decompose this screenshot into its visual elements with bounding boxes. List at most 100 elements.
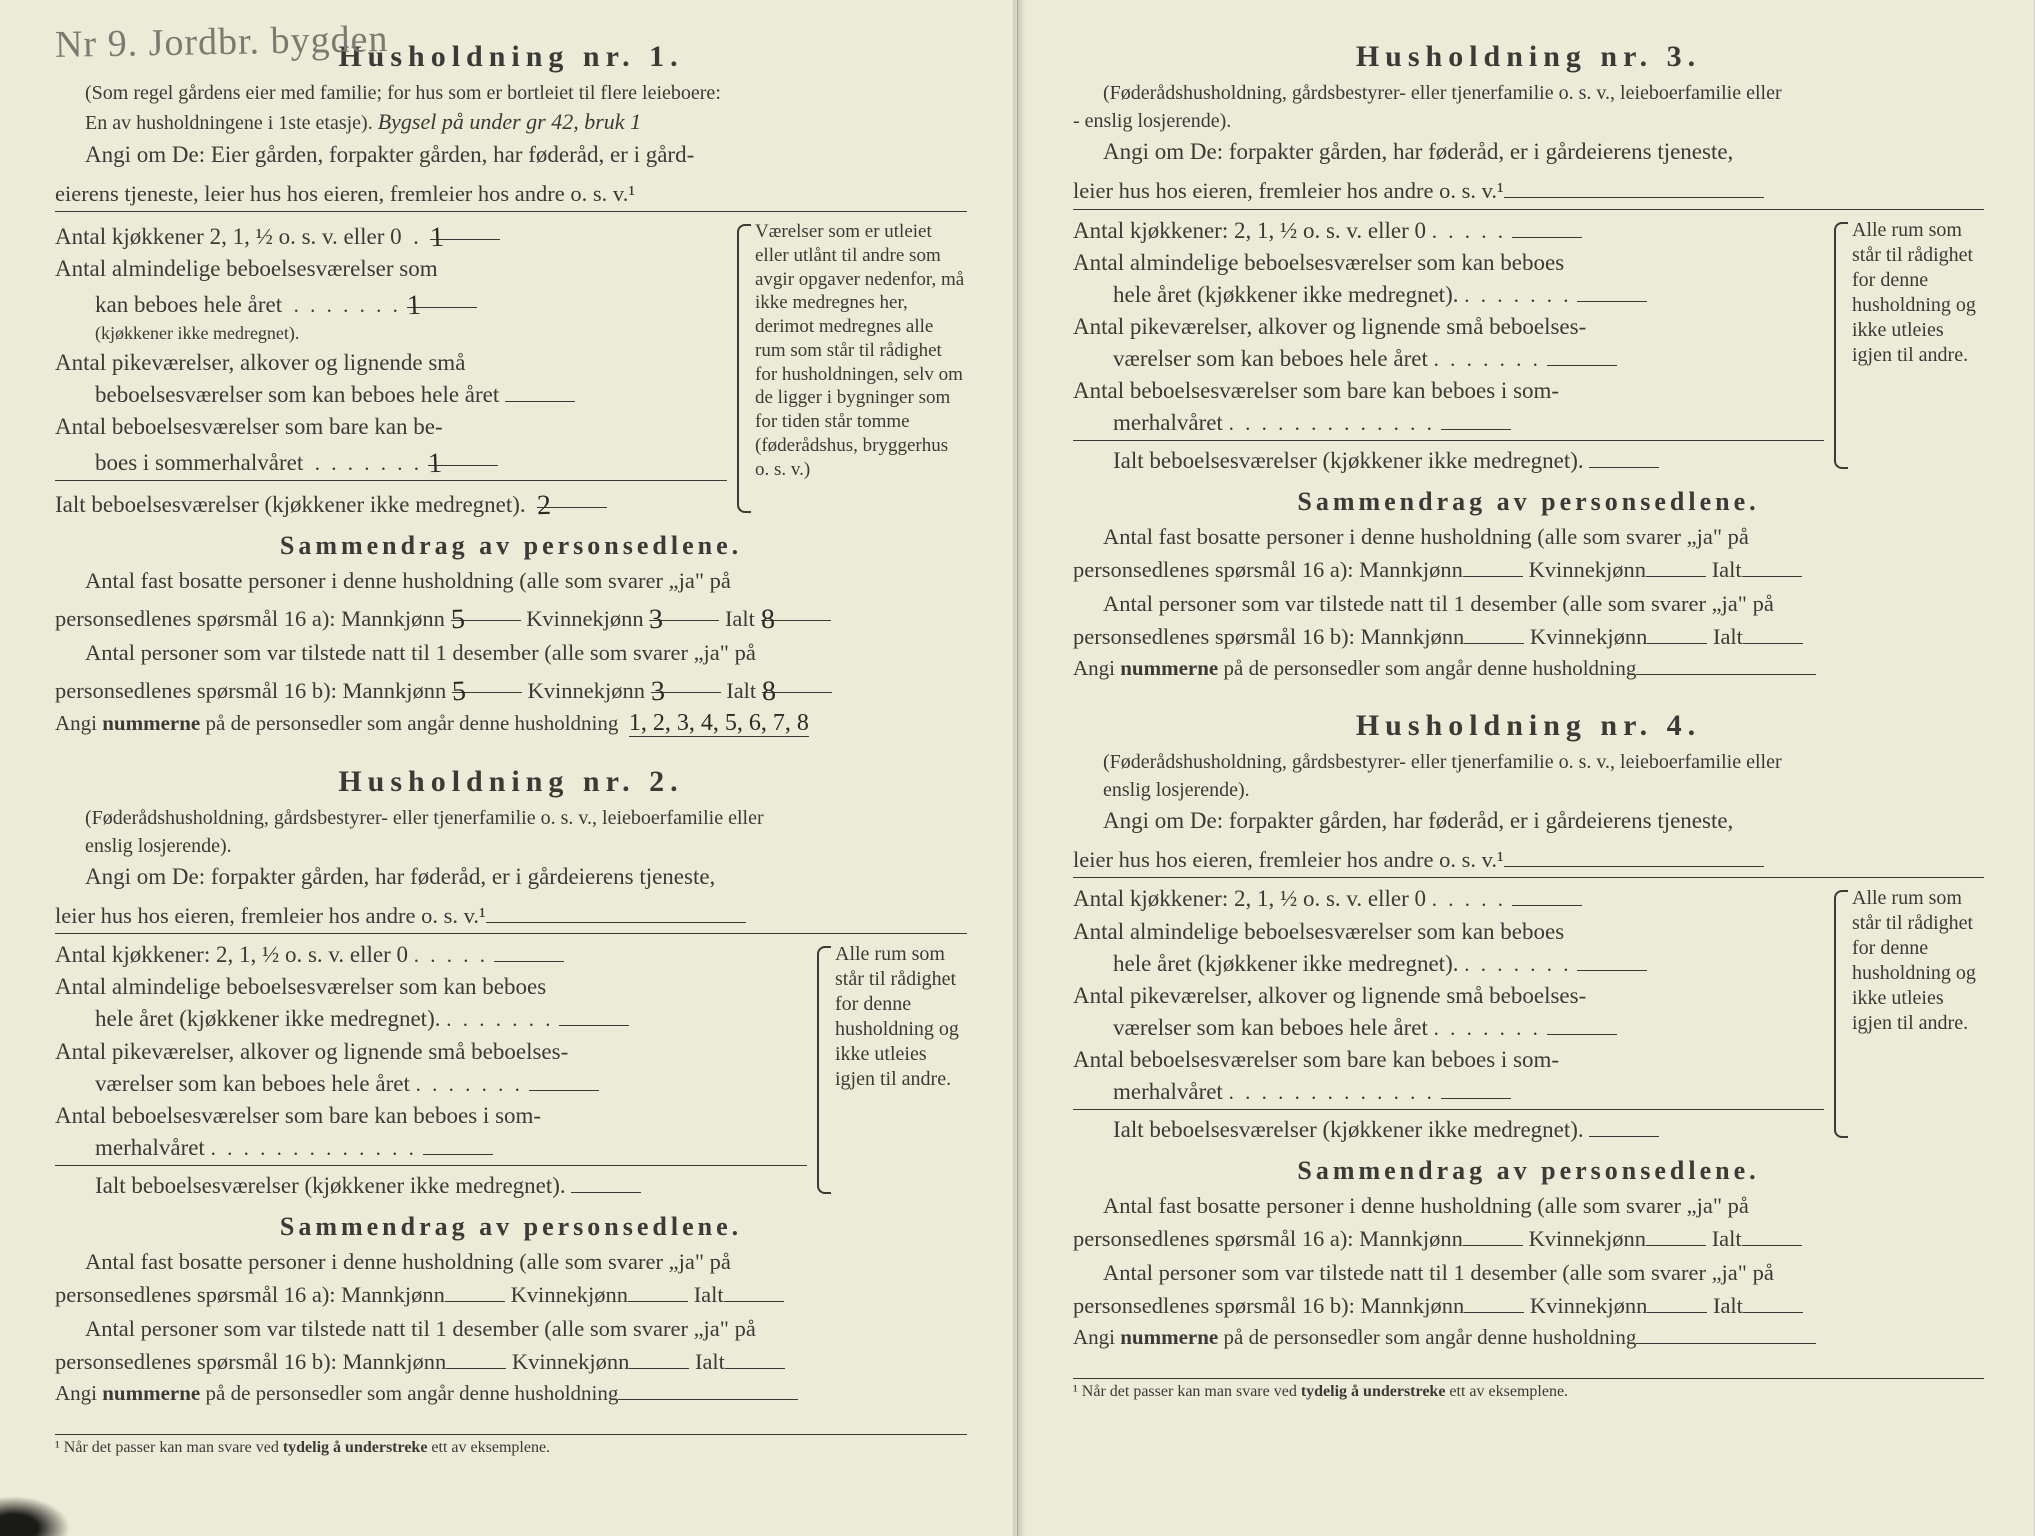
sum-ialt-val: 8	[760, 600, 775, 640]
sum-3-a2: personsedlenes spørsmål 16 a): Mannkjønn…	[1073, 554, 1984, 586]
label: Kvinnekjønn	[1529, 557, 1647, 582]
line-kitchens: Antal kjøkkener 2, 1, ½ o. s. v. eller 0…	[55, 217, 727, 252]
angi-num-1: Angi nummerne på de personsedler som ang…	[55, 710, 967, 737]
angi-num-4: Angi nummerne på de personsedler som ang…	[1073, 1325, 1984, 1350]
sum-b-mann-val: 5	[451, 672, 466, 712]
label: Ialt beboelsesværelser (kjøkkener ikke m…	[1113, 1117, 1584, 1142]
line-total-label: Ialt beboelsesværelser (kjøkkener ikke m…	[55, 492, 526, 517]
household-1: Husholdning nr. 1. (Som regel gårdens ei…	[55, 40, 967, 737]
label: Kvinnekjønn	[1529, 1226, 1647, 1251]
line-4-summer-2: merhalvåret . . . . . . . . . . . . .	[1073, 1076, 1824, 1107]
household-3-fields: Antal kjøkkener: 2, 1, ½ o. s. v. eller …	[1073, 214, 1824, 477]
line-rooms: Antal almindelige beboelsesværelser som	[55, 253, 727, 284]
subtitle-b-text: En av husholdningene i 1ste etasje).	[85, 112, 373, 134]
sidenote-text: Værelser som er utleiet eller utlånt til…	[755, 221, 964, 480]
brace-icon	[1834, 222, 1848, 469]
dots: . . . . . . .	[315, 451, 422, 475]
label: Ialt	[695, 1349, 725, 1374]
subtitle-text: enslig losjerende).	[1085, 110, 1232, 132]
household-2-title: Husholdning nr. 2.	[55, 765, 967, 799]
angi-1a: Angi om De: Eier gården, forpakter gårde…	[55, 139, 967, 170]
label: værelser som kan beboes hele året	[1113, 1015, 1428, 1040]
angi-4b-text: leier hus hos eieren, fremleier hos andr…	[1073, 847, 1504, 872]
label: personsedlenes spørsmål 16 a): Mannkjønn	[1073, 557, 1463, 582]
line-2-pike: Antal pikeværelser, alkover og lignende …	[55, 1036, 807, 1067]
line-pikevaerelser-2-label: beboelsesværelser som kan beboes hele år…	[95, 382, 499, 407]
rule	[55, 211, 967, 212]
line-2-summer-2: merhalvåret . . . . . . . . . . . . .	[55, 1132, 807, 1163]
household-2-body: Antal kjøkkener: 2, 1, ½ o. s. v. eller …	[55, 938, 967, 1201]
rule	[55, 1165, 807, 1166]
summary-title-3: Sammendrag av personsedlene.	[1073, 487, 1984, 517]
sum-b-kvinne-val: 3	[650, 672, 665, 712]
label: hele året (kjøkkener ikke medregnet).	[1113, 282, 1458, 307]
document-spread: Nr 9. Jordbr. bygden Husholdning nr. 1. …	[0, 0, 2035, 1536]
angi-4b: leier hus hos eieren, fremleier hos andr…	[1073, 844, 1984, 876]
dots: . . . . . . .	[446, 1007, 553, 1031]
label: Antal kjøkkener: 2, 1, ½ o. s. v. eller …	[55, 942, 408, 967]
sum-1-b: Antal personer som var tilstede natt til…	[55, 637, 967, 669]
line-3-pike-2: værelser som kan beboes hele året . . . …	[1073, 343, 1824, 374]
household-4-subtitle-a: (Føderådshusholdning, gårdsbestyrer- ell…	[1073, 749, 1984, 775]
summary-title-2: Sammendrag av personsedlene.	[55, 1212, 967, 1242]
brace-icon	[1834, 890, 1848, 1137]
sum-mann-label: personsedlenes spørsmål 16 a): Mannkjønn	[55, 606, 445, 631]
line-3-rooms: Antal almindelige beboelsesværelser som …	[1073, 247, 1824, 278]
dots: . . . . . . . . . . . . .	[211, 1136, 417, 1160]
sum-3-b: Antal personer som var tilstede natt til…	[1073, 588, 1984, 620]
sum-kvinne-label: Kvinnekjønn	[526, 606, 644, 631]
line-4-kitchens: Antal kjøkkener: 2, 1, ½ o. s. v. eller …	[1073, 883, 1824, 914]
line-rooms-2: kan beboes hele året . . . . . . . 1	[55, 285, 727, 320]
sum-kvinne-val: 3	[649, 600, 664, 640]
line-total: Ialt beboelsesværelser (kjøkkener ikke m…	[55, 485, 727, 520]
label: Kvinnekjønn	[512, 1349, 630, 1374]
sidenote-text: Alle rum som står til rådighet for denne…	[1852, 887, 1976, 1034]
line-3-rooms-2: hele året (kjøkkener ikke medregnet). . …	[1073, 279, 1824, 310]
household-1-body: Antal kjøkkener 2, 1, ½ o. s. v. eller 0…	[55, 216, 967, 521]
label: Ialt beboelsesværelser (kjøkkener ikke m…	[1113, 448, 1584, 473]
household-3-sidenote: Alle rum som står til rådighet for denne…	[1834, 214, 1984, 477]
sum-b-mann-label: personsedlenes spørsmål 16 b): Mannkjønn	[55, 678, 446, 703]
sum-b-ialt-val: 8	[761, 672, 776, 712]
label: Kvinnekjønn	[511, 1282, 629, 1307]
line-4-summer: Antal beboelsesværelser som bare kan beb…	[1073, 1044, 1824, 1075]
handwriting-annotation: Nr 9. Jordbr. bygden	[55, 17, 389, 67]
sum-1-b2: personsedlenes spørsmål 16 b): Mannkjønn…	[55, 670, 967, 707]
line-summer-2: boes i sommerhalvåret . . . . . . . 1	[55, 443, 727, 478]
line-2-pike-2: værelser som kan beboes hele året . . . …	[55, 1068, 807, 1099]
household-3: Husholdning nr. 3. (Føderådshusholdning,…	[1073, 40, 1984, 681]
line-3-kitchens: Antal kjøkkener: 2, 1, ½ o. s. v. eller …	[1073, 215, 1824, 246]
angi-num-2: Angi nummerne på de personsedler som ang…	[55, 1381, 967, 1406]
footnote-right: ¹ Når det passer kan man svare ved tydel…	[1073, 1378, 1984, 1401]
handwritten-insertion: Bygsel på under gr 42, bruk 1	[378, 109, 641, 134]
sum-2-a: Antal fast bosatte personer i denne hush…	[55, 1246, 967, 1278]
label: Ialt	[694, 1282, 724, 1307]
rule	[1073, 209, 1984, 210]
label: Ialt	[1712, 557, 1742, 582]
line-summer-2-label: boes i sommerhalvåret	[95, 450, 303, 475]
label: Ialt	[1713, 1293, 1743, 1318]
line-4-rooms-2: hele året (kjøkkener ikke medregnet). . …	[1073, 948, 1824, 979]
sum-mann-val: 5	[450, 600, 465, 640]
household-1-sidenote: Værelser som er utleiet eller utlånt til…	[737, 216, 967, 521]
rule	[1073, 1109, 1824, 1110]
sum-2-a2: personsedlenes spørsmål 16 a): Mannkjønn…	[55, 1279, 967, 1311]
dots: . . . . .	[414, 943, 488, 967]
label: merhalvåret	[1113, 410, 1223, 435]
sidenote-text: Alle rum som står til rådighet for denne…	[1852, 219, 1976, 366]
dots: . . . . . . .	[1434, 1016, 1541, 1040]
sum-4-a: Antal fast bosatte personer i denne hush…	[1073, 1190, 1984, 1222]
line-4-pike-2: værelser som kan beboes hele året . . . …	[1073, 1012, 1824, 1043]
household-3-subtitle-a: (Føderådshusholdning, gårdsbestyrer- ell…	[1073, 80, 1984, 106]
label: værelser som kan beboes hele året	[95, 1071, 410, 1096]
household-1-subtitle-a: (Som regel gårdens eier med familie; for…	[55, 80, 967, 106]
household-4-sidenote: Alle rum som står til rådighet for denne…	[1834, 882, 1984, 1145]
angi-num-3: Angi nummerne på de personsedler som ang…	[1073, 656, 1984, 681]
label: Kvinnekjønn	[1530, 624, 1648, 649]
household-4-title: Husholdning nr. 4.	[1073, 709, 1984, 743]
household-3-body: Antal kjøkkener: 2, 1, ½ o. s. v. eller …	[1073, 214, 1984, 477]
dots: . . . . . . .	[1464, 952, 1571, 976]
dots: . . . . .	[1432, 219, 1506, 243]
left-page: Nr 9. Jordbr. bygden Husholdning nr. 1. …	[0, 0, 1017, 1536]
dots: . . . . .	[1432, 887, 1506, 911]
